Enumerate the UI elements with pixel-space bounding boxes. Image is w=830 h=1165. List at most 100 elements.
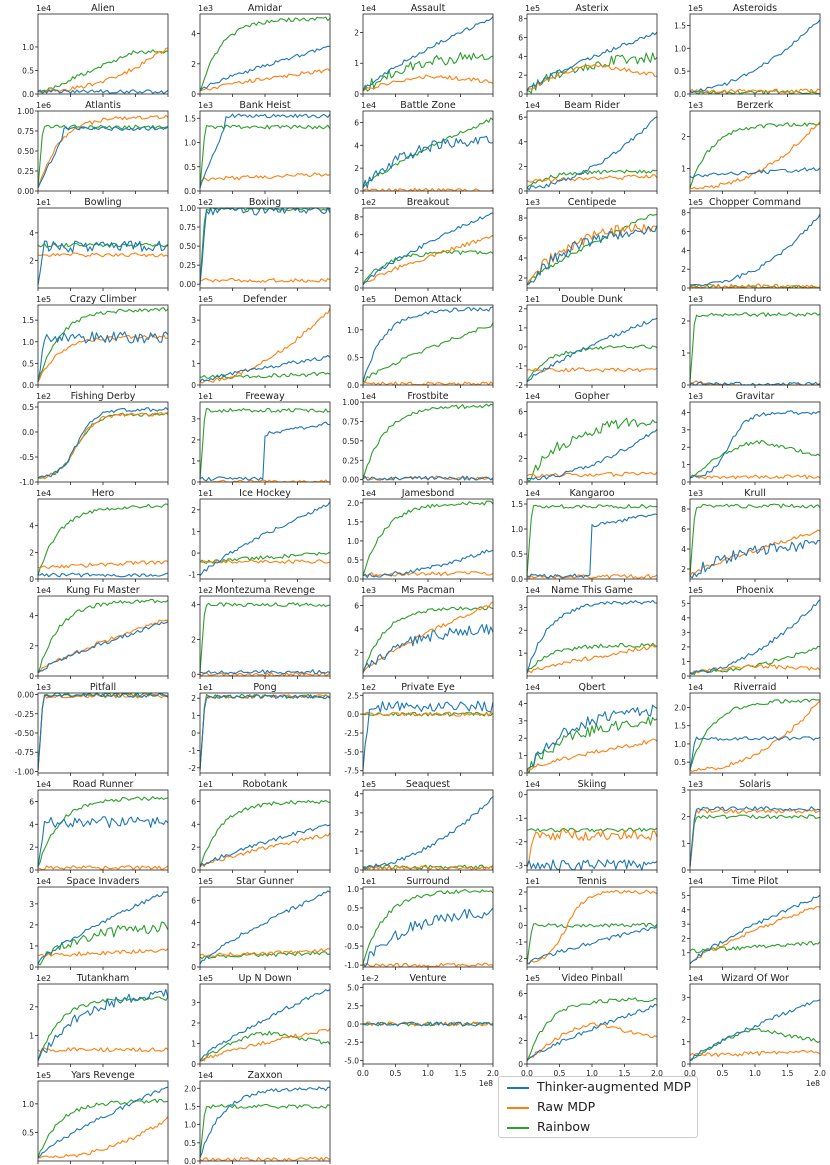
series-line-raw-mdp-fishing-derby xyxy=(37,412,169,480)
panel-title-berzerk: Berzerk xyxy=(737,100,774,111)
y-tick-label-seaquest-1: 1 xyxy=(354,847,359,856)
y-tick-label-crazy-climber-0: 0.0 xyxy=(22,381,34,390)
y-tick-label-video-pinball-0: 0 xyxy=(518,1060,523,1069)
series-line-thinker-augmented-mdp-alien xyxy=(37,89,169,95)
y-tick-label-name-this-game-0: 1 xyxy=(518,649,523,658)
series-line-thinker-augmented-mdp-bowling xyxy=(37,240,169,285)
panel-frame-skiing xyxy=(526,789,658,871)
y-offset-label-phoenix: 1e5 xyxy=(688,586,703,595)
y-tick-label-pitfall-0: -1.00 xyxy=(15,767,35,776)
y-tick-label-montezuma-revenge-0: 0 xyxy=(191,670,196,679)
panel-frame-centipede xyxy=(526,207,658,289)
series-line-rainbow-gopher xyxy=(526,417,658,482)
y-tick-label-berzerk-1: 2 xyxy=(681,133,686,142)
y-tick-label-pong-3: 1 xyxy=(191,712,196,721)
y-tick-label-up-n-down-2: 2 xyxy=(191,1019,196,1028)
y-tick-label-up-n-down-3: 3 xyxy=(191,998,196,1007)
series-line-thinker-augmented-mdp-ice-hockey xyxy=(199,501,331,577)
panel-frame-enduro xyxy=(689,304,821,386)
panel-title-space-invaders: Space Invaders xyxy=(67,876,140,887)
panel-frame-name-this-game xyxy=(526,595,658,677)
y-tick-label-demon-attack-1: 0.5 xyxy=(347,353,359,362)
series-line-raw-mdp-robotank xyxy=(199,832,331,868)
panel-title-zaxxon: Zaxxon xyxy=(247,1070,282,1081)
y-tick-label-tennis-2: 0 xyxy=(518,921,523,930)
series-line-thinker-augmented-mdp-up-n-down xyxy=(199,989,331,1062)
y-tick-label-name-this-game-1: 2 xyxy=(518,626,523,635)
panel-frame-ms-pacman xyxy=(362,595,494,677)
y-tick-label-fishing-derby-2: 0.0 xyxy=(22,428,34,437)
y-offset-label-krull: 1e3 xyxy=(688,489,703,498)
y-offset-label-kangaroo: 1e4 xyxy=(525,489,540,498)
y-tick-label-gravitar-0: 0 xyxy=(681,478,686,487)
y-tick-label-bowling-0: 2 xyxy=(29,256,34,265)
series-line-rainbow-atlantis xyxy=(37,124,169,188)
panel-centipede: Centipede 1e3 2 4 6 8 xyxy=(518,197,658,291)
y-offset-label-pong: 1e1 xyxy=(198,683,213,692)
y-tick-label-private-eye-0: -7.5 xyxy=(344,767,359,776)
panel-title-beam-rider: Beam Rider xyxy=(564,100,620,111)
y-tick-label-ice-hockey-2: 1 xyxy=(191,527,196,536)
panel-gopher: Gopher 1e4 0 2 4 6 xyxy=(518,391,658,487)
series-line-thinker-augmented-mdp-wizard-of-wor xyxy=(689,999,821,1062)
y-tick-label-ice-hockey-3: 2 xyxy=(191,506,196,515)
panel-frame-road-runner xyxy=(37,789,169,871)
series-line-thinker-augmented-mdp-riverraid xyxy=(689,736,821,770)
y-tick-label-phoenix-5: 5 xyxy=(681,599,686,608)
panel-robotank: Robotank 1e1 0 2 4 6 xyxy=(191,779,331,875)
panel-title-frostbite: Frostbite xyxy=(407,391,448,402)
panel-title-pitfall: Pitfall xyxy=(90,682,116,693)
y-tick-label-wizard-of-wor-1: 1 xyxy=(681,1038,686,1047)
y-offset-label-battle-zone: 1e4 xyxy=(361,101,376,110)
series-line-rainbow-defender xyxy=(199,371,331,380)
panel-private-eye: Private Eye 1e2 -7.5 -5.0 -2.5 0.0 2.5 xyxy=(344,682,494,776)
series-line-thinker-augmented-mdp-bank-heist xyxy=(199,113,331,188)
y-tick-label-surround-1: -0.5 xyxy=(344,942,359,951)
panel-frame-gopher xyxy=(526,401,658,483)
series-line-thinker-augmented-mdp-crazy-climber xyxy=(37,331,169,382)
panel-frame-surround xyxy=(362,886,494,968)
panel-frame-up-n-down xyxy=(199,983,331,1065)
series-line-rainbow-zaxxon xyxy=(199,1103,331,1158)
panel-frame-chopper-command xyxy=(689,207,821,289)
panel-atlantis: Atlantis 1e6 0.00 0.25 0.50 0.75 1.00 xyxy=(17,100,169,196)
series-line-rainbow-seaquest xyxy=(362,864,494,870)
y-tick-label-name-this-game-2: 3 xyxy=(518,603,523,612)
y-tick-label-fishing-derby-3: 0.5 xyxy=(22,403,34,412)
y-tick-label-breakout-0: 0 xyxy=(354,284,359,293)
y-offset-label-pitfall: 1e3 xyxy=(36,683,51,692)
panel-seaquest: Seaquest 1e5 0 1 2 3 4 xyxy=(354,779,494,875)
series-line-raw-mdp-name-this-game xyxy=(526,644,658,674)
series-line-raw-mdp-ice-hockey xyxy=(199,559,331,564)
y-offset-label-boxing: 1e2 xyxy=(198,198,213,207)
series-line-rainbow-up-n-down xyxy=(200,1030,331,1062)
y-tick-label-kangaroo-1: 0.5 xyxy=(511,550,523,559)
series-line-rainbow-crazy-climber xyxy=(37,307,169,382)
series-line-rainbow-centipede xyxy=(526,213,658,286)
series-line-rainbow-yars-revenge xyxy=(37,1098,169,1158)
y-tick-label-tutankham-1: 2 xyxy=(29,1003,34,1012)
panel-title-name-this-game: Name This Game xyxy=(551,585,633,596)
panel-name-this-game: Name This Game 1e4 1 2 3 xyxy=(518,585,658,679)
y-tick-label-seaquest-4: 4 xyxy=(354,790,359,799)
x-tick-label-wizard-of-wor-4: 2.0 xyxy=(814,1069,826,1078)
y-tick-label-star-gunner-1: 2 xyxy=(191,941,196,950)
panel-frame-crazy-climber xyxy=(37,304,169,386)
series-line-thinker-augmented-mdp-name-this-game xyxy=(526,599,658,673)
panel-frame-video-pinball xyxy=(526,983,658,1065)
x-offset-label-venture: 1e8 xyxy=(479,1079,493,1088)
series-line-thinker-augmented-mdp-gopher xyxy=(526,428,658,481)
series-line-raw-mdp-bank-heist xyxy=(199,172,331,182)
x-tick-label-video-pinball-1: 0.5 xyxy=(554,1069,566,1078)
x-tick-label-venture-1: 0.5 xyxy=(390,1069,402,1078)
series-line-thinker-augmented-mdp-fishing-derby xyxy=(37,407,169,479)
y-tick-label-centipede-3: 8 xyxy=(518,214,523,223)
y-tick-label-atlantis-3: 0.75 xyxy=(17,127,34,136)
panel-frame-star-gunner xyxy=(199,886,331,968)
y-tick-label-assault-1: 1 xyxy=(354,59,359,68)
y-tick-label-bank-heist-0: 0.0 xyxy=(184,187,196,196)
panel-bank-heist: Bank Heist 1e3 0.0 0.5 1.0 1.5 xyxy=(184,100,331,196)
y-tick-label-boxing-1: 0.25 xyxy=(179,261,196,270)
